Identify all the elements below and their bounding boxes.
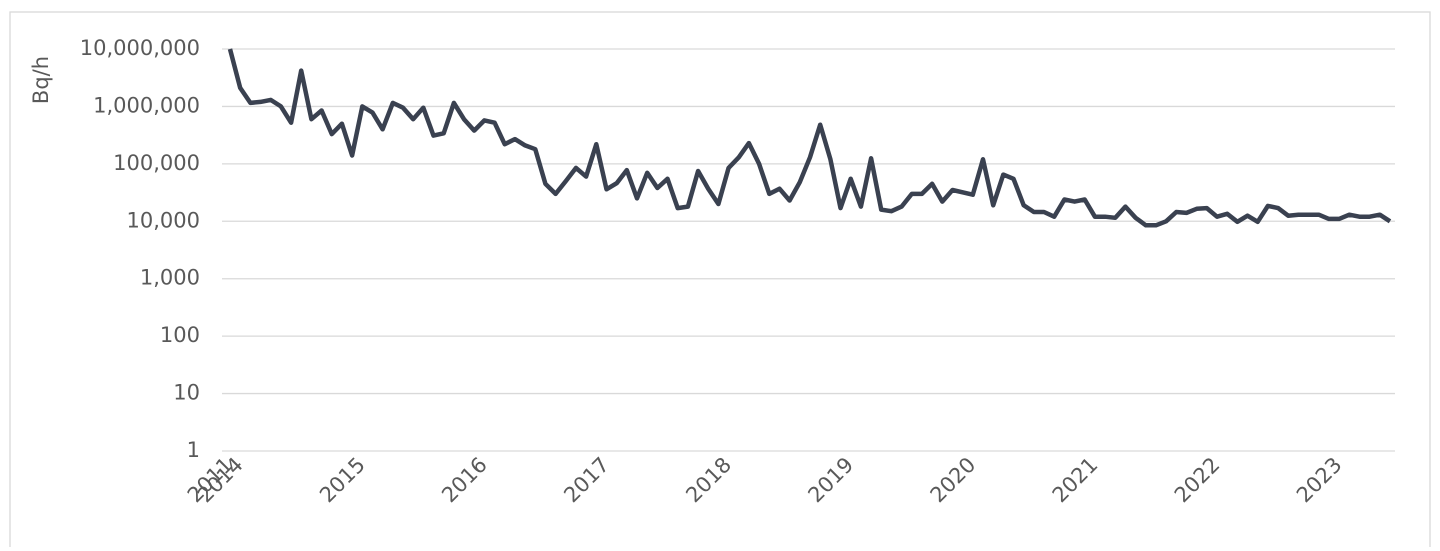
y-tick-label: 10	[173, 381, 200, 405]
x-tick-label: 2023	[1292, 453, 1347, 508]
y-tick-label: 100	[160, 323, 200, 347]
data-line	[227, 48, 1392, 228]
y-tick-label: 1,000,000	[93, 93, 200, 117]
y-tick-label: 1,000	[140, 266, 200, 290]
x-tick-label: 2019	[803, 453, 858, 508]
x-tick-label: 2015	[315, 453, 370, 508]
y-axis-label: Bq/h	[29, 56, 53, 104]
y-tick-label: 10,000,000	[80, 36, 200, 60]
x-tick-label: 2022	[1170, 453, 1225, 508]
x-tick-label: 2016	[437, 453, 492, 508]
chart-border	[9, 11, 1431, 551]
x-tick-label: 2018	[681, 453, 736, 508]
y-tick-label: 1	[187, 438, 200, 462]
y-tick-label: 10,000	[127, 208, 200, 232]
y-tick-label: 100,000	[113, 151, 200, 175]
x-tick-label: 2020	[926, 453, 981, 508]
x-tick-label: 2017	[559, 453, 614, 508]
x-tick-label: 2021	[1048, 453, 1103, 508]
